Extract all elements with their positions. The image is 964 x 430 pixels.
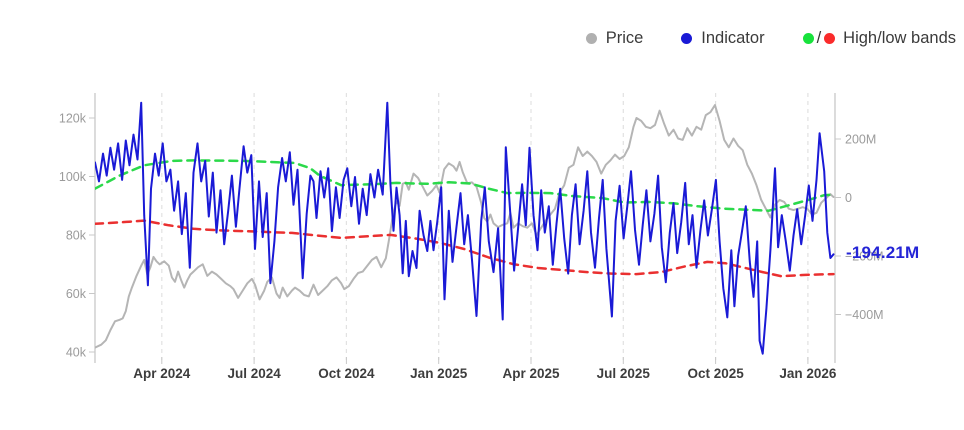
bands-separator: / (816, 29, 822, 47)
series-high-band (95, 159, 835, 212)
y-right-tick-label: −400M (845, 308, 884, 322)
legend-item-indicator[interactable]: Indicator (681, 29, 765, 48)
high-band-swatch-icon (802, 33, 814, 44)
bands-swatch-group: / (802, 29, 836, 48)
chart-legend: Price Indicator / High/low bands (585, 29, 956, 48)
x-axis-tick-label: Jan 2025 (410, 366, 468, 381)
x-axis-tick-label: Jul 2024 (227, 366, 281, 381)
indicator-series-swatch-icon (681, 33, 693, 44)
x-axis-tick-label: Jul 2025 (597, 366, 651, 381)
y-right-tick-label: 0 (845, 191, 852, 205)
series-low-band (95, 219, 835, 278)
y-left-tick-label: 120k (59, 112, 87, 126)
legend-label-bands: High/low bands (843, 29, 956, 47)
y-left-tick-label: 60k (66, 287, 87, 301)
y-right-tick-label: 200M (845, 133, 876, 147)
indicator-current-value-label: -194.21M (846, 243, 920, 262)
low-band-swatch-icon (824, 33, 836, 44)
x-axis-tick-label: Apr 2025 (502, 366, 560, 381)
y-left-tick-label: 80k (66, 229, 87, 243)
price-series-swatch-icon (585, 33, 597, 44)
legend-item-bands[interactable]: / High/low bands (802, 29, 956, 48)
legend-item-price[interactable]: Price (585, 29, 644, 48)
y-left-tick-label: 100k (59, 170, 87, 184)
x-axis-tick-label: Oct 2025 (687, 366, 744, 381)
x-axis-tick-label: Jan 2026 (779, 366, 837, 381)
legend-label-indicator: Indicator (701, 29, 765, 47)
x-axis-tick-label: Oct 2024 (318, 366, 375, 381)
y-right-tick-label: −200M (845, 250, 884, 264)
legend-label-price: Price (605, 29, 644, 47)
y-left-tick-label: 40k (66, 346, 87, 360)
x-axis-tick-label: Apr 2024 (133, 366, 191, 381)
series-indicator (95, 101, 835, 355)
series-price (95, 104, 835, 349)
